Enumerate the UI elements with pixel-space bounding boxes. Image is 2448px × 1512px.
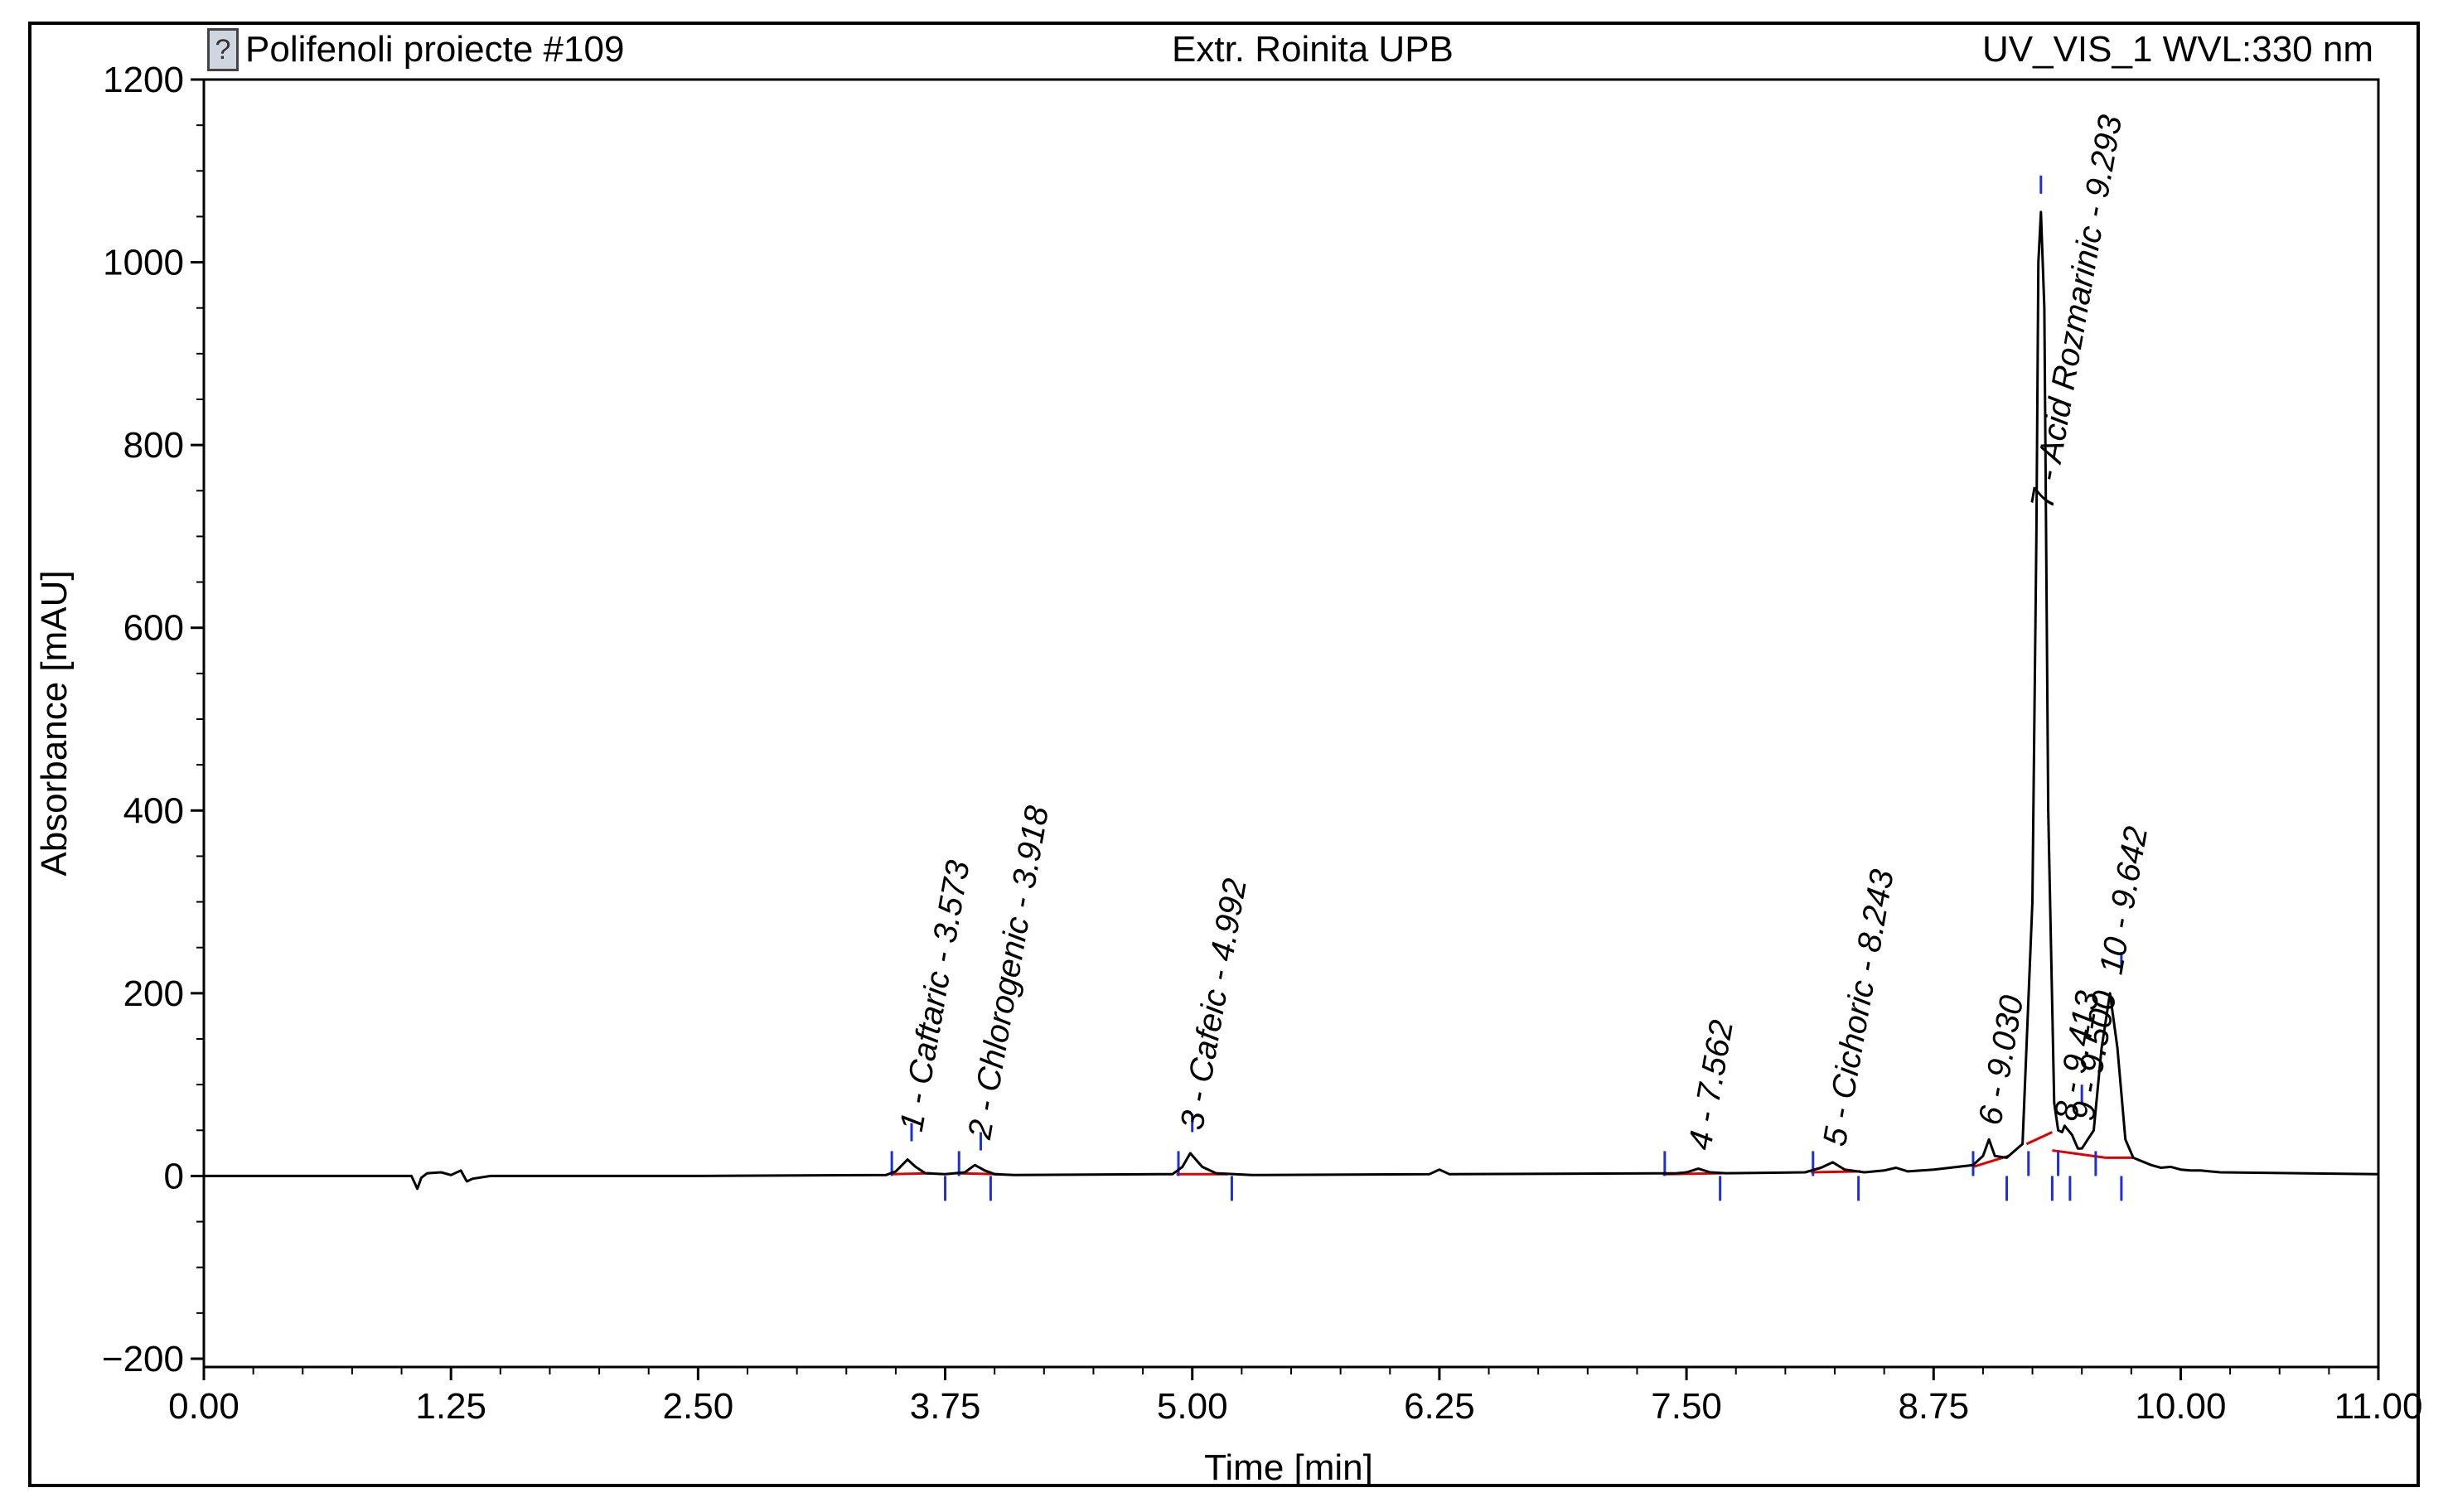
peak-label: 2 - Chlorogenic - 3.918 xyxy=(961,803,1056,1142)
x-tick-label: 3.75 xyxy=(910,1386,981,1427)
y-tick-label: 200 xyxy=(123,973,184,1014)
peak-label: 7 - Acid Rozmarinic - 9.293 xyxy=(2024,113,2129,511)
x-tick-label: 11.00 xyxy=(2334,1386,2423,1427)
document-help-icon: ? xyxy=(207,28,239,71)
integration-baseline xyxy=(2025,1131,2054,1146)
y-tick-label: −200 xyxy=(102,1339,184,1379)
y-axis: 1200 1000 800 600 400 200 0 −200 xyxy=(102,60,204,1379)
peak-label: 4 - 7.562 xyxy=(1681,1017,1740,1152)
sample-name: Polifenoli proiecte #109 xyxy=(245,29,625,70)
x-axis: 0.00 1.25 2.50 3.75 5.00 6.25 7.50 8.75 10.00 11.… xyxy=(168,1367,2422,1427)
x-tick-label: 5.00 xyxy=(1157,1386,1228,1427)
signal-trace xyxy=(204,210,2379,1191)
y-tick-label: 1000 xyxy=(103,243,184,283)
peak-label: 10 - 9.642 xyxy=(2093,824,2155,977)
x-tick-label: 7.50 xyxy=(1651,1386,1722,1427)
x-axis-title: Time [min] xyxy=(1204,1447,1373,1488)
sample-title: Extr. Roinita UPB xyxy=(1172,29,1454,70)
y-tick-label: 600 xyxy=(123,608,184,649)
peak-label: 5 - Cichoric - 8.243 xyxy=(1817,867,1901,1148)
peak-label: 1 - Caftaric - 3.573 xyxy=(893,857,977,1134)
x-tick-label: 1.25 xyxy=(415,1386,486,1427)
chart-frame xyxy=(28,22,2420,1487)
x-tick-label: 8.75 xyxy=(1898,1386,1969,1427)
detector-wavelength: UV_VIS_1 WVL:330 nm xyxy=(1981,29,2373,70)
y-tick-label: 0 xyxy=(164,1156,184,1196)
y-tick-label: 1200 xyxy=(103,60,184,100)
y-tick-label: 400 xyxy=(123,790,184,831)
y-tick-label: 800 xyxy=(123,425,184,466)
peak-delimiters xyxy=(890,175,2123,1201)
x-tick-label: 10.00 xyxy=(2135,1386,2226,1427)
x-tick-label: 6.25 xyxy=(1404,1386,1475,1427)
x-tick-label: 2.50 xyxy=(663,1386,734,1427)
peak-label: 6 - 9.030 xyxy=(1972,993,2031,1128)
peak-label: 3 - Cafeic - 4.992 xyxy=(1173,876,1254,1133)
y-axis-title: Absorbance [mAU] xyxy=(34,570,75,876)
chromatogram-line xyxy=(204,210,2379,1191)
integration-baseline xyxy=(2052,1149,2107,1159)
x-tick-label: 0.00 xyxy=(168,1386,239,1427)
